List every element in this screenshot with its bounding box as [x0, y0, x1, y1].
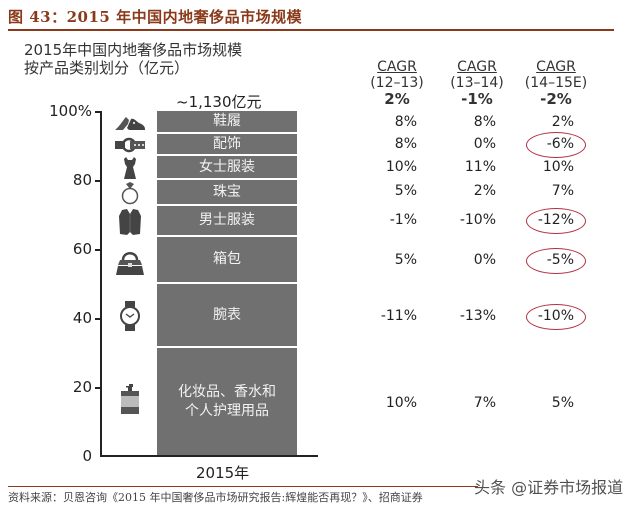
y-tick-label-20: 20 [72, 378, 92, 396]
cosmetics-bottle-icon [114, 384, 146, 416]
y-tick-label-100: 100% [49, 102, 92, 120]
y-tick [95, 111, 101, 113]
cagr-cell: 2% [551, 114, 574, 130]
cagr-cell: 11% [464, 159, 496, 175]
cagr-cell: 5% [394, 183, 417, 199]
bar-segment-cosmetics: 化妆品、香水和 个人护理用品 [157, 348, 297, 455]
cagr-cell: -10% [459, 212, 496, 228]
y-tick-label-60: 60 [72, 240, 92, 258]
cagr-header-label: CAGR [536, 59, 576, 75]
cagr-cell: 10% [542, 159, 574, 175]
segment-label: 箱包 [213, 251, 241, 267]
source-divider [8, 486, 478, 487]
cagr-cell: 8% [473, 114, 496, 130]
cagr-header-13-14: CAGR (13–14) -1% [442, 59, 512, 107]
bar-segment-womenswear: 女士服装 [157, 156, 297, 180]
cagr-cell: 8% [394, 114, 417, 130]
watch-icon [114, 300, 146, 332]
cagr-header-total: -1% [461, 90, 493, 108]
title-divider [8, 29, 614, 31]
y-tick [95, 180, 101, 182]
cagr-cell: 0% [473, 252, 496, 268]
suit-jacket-icon [114, 206, 146, 237]
segment-label: 珠宝 [213, 183, 241, 200]
cagr-cell: 7% [551, 183, 574, 199]
cagr-cell: 7% [473, 395, 496, 411]
y-tick-label-40: 40 [72, 309, 92, 327]
belt-icon [114, 135, 146, 155]
bar-segment-bags: 箱包 [157, 237, 297, 284]
y-tick-label-80: 80 [72, 171, 92, 189]
cagr-cell: -13% [459, 308, 496, 324]
y-tick [95, 318, 101, 320]
cagr-cell: -1% [389, 212, 417, 228]
segment-label: 鞋履 [213, 113, 241, 129]
highlight-circle [526, 248, 586, 274]
cagr-header-label: CAGR [377, 59, 417, 75]
cagr-cell: 2% [473, 183, 496, 199]
cagr-cell: 5% [394, 252, 417, 268]
cagr-header-total: 2% [384, 90, 410, 108]
highlight-circle [526, 304, 586, 330]
cagr-header-label: CAGR [457, 59, 497, 75]
segment-label: 化妆品、香水和 [178, 383, 276, 400]
x-axis [100, 455, 318, 457]
bar-segment-shoes: 鞋履 [157, 111, 297, 134]
shoes-icon [114, 112, 146, 134]
watermark: 头条 @证券市场报道 [474, 478, 624, 497]
cagr-cell: 0% [473, 136, 496, 152]
y-axis [100, 111, 102, 457]
cagr-header-total: -2% [540, 90, 572, 108]
segment-label: 男士服装 [199, 212, 255, 228]
bar-segment-accessories: 配饰 [157, 134, 297, 156]
cagr-header-period: (12–13) [370, 75, 424, 91]
y-tick-label-0: 0 [82, 447, 92, 465]
cagr-cell: 10% [385, 395, 417, 411]
cagr-header-12-13: CAGR (12–13) 2% [362, 59, 432, 107]
bar-segment-menswear: 男士服装 [157, 206, 297, 237]
highlight-circle [526, 208, 586, 234]
bar-segment-jewelry: 珠宝 [157, 180, 297, 206]
chart-subtitle-line1: 2015年中国内地奢侈品市场规模 [24, 41, 243, 59]
ring-icon [114, 180, 146, 206]
cagr-cell: -11% [380, 308, 417, 324]
source-note: 资料来源：贝恩咨询《2015 年中国奢侈品市场研究报告:辉煌能否再现？》、招商证… [8, 491, 423, 504]
segment-label: 配饰 [213, 135, 241, 152]
x-axis-label: 2015年 [196, 464, 250, 482]
segment-label: 女士服装 [199, 158, 255, 175]
cagr-cell: 5% [551, 395, 574, 411]
cagr-cell: 10% [385, 159, 417, 175]
cagr-header-period: (14–15E) [524, 75, 588, 91]
y-tick [95, 249, 101, 251]
chart-subtitle-line2: 按产品类别划分（亿元） [24, 59, 190, 77]
cagr-cell: 8% [394, 136, 417, 152]
segment-label: 个人护理用品 [185, 402, 269, 419]
segment-label: 腕表 [213, 306, 241, 323]
bar-total-label: ~1,130亿元 [176, 93, 262, 111]
bar-segment-watches: 腕表 [157, 284, 297, 348]
figure-title: 图 43：2015 年中国内地奢侈品市场规模 [8, 8, 303, 26]
cagr-header-period: (13–14) [450, 75, 504, 91]
highlight-circle [526, 132, 586, 158]
cagr-header-14-15e: CAGR (14–15E) -2% [516, 59, 596, 107]
handbag-icon [114, 245, 146, 279]
dress-icon [114, 156, 146, 180]
y-tick [95, 387, 101, 389]
